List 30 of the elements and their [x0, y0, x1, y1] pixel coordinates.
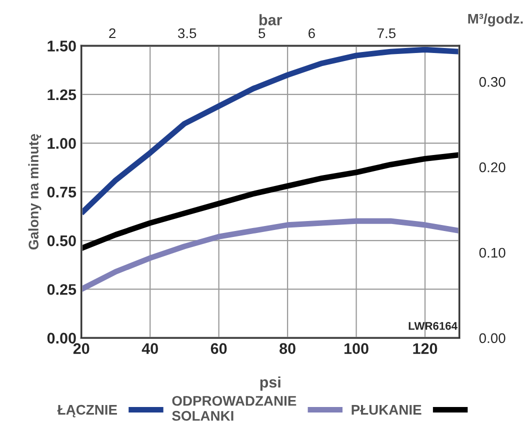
y-tick-label: 0.25: [47, 284, 76, 295]
x-tick-label: 100: [344, 343, 368, 354]
x-tick-label: 80: [280, 343, 296, 354]
legend-label: PŁUKANIE: [352, 405, 422, 415]
y2-axis-title: M³/godz.: [468, 13, 523, 26]
y-tick-label: 0.50: [47, 235, 76, 246]
y2-tick-label: 0.00: [479, 333, 506, 344]
y-tick-label: 1.25: [48, 89, 76, 100]
x-tick-label: 40: [142, 343, 158, 354]
y-axis-title: Galony na minutę: [28, 134, 42, 250]
x2-tick-label: 2: [109, 28, 116, 38]
x2-tick-label: 7.5: [378, 28, 396, 38]
x-tick-label: 60: [210, 343, 227, 354]
x2-axis-title: bar: [259, 14, 282, 26]
annotation: LWR6164: [408, 322, 458, 330]
x-tick-label: 120: [413, 343, 438, 354]
y-tick-label: 1.00: [48, 138, 76, 149]
x-tick-label: 20: [73, 343, 90, 354]
legend-label: ODPROWADZANIE SOLANKI: [172, 396, 296, 421]
y2-tick-label: 0.20: [479, 162, 506, 172]
y2-tick-label: 0.10: [479, 248, 506, 258]
legend-label: ŁĄCZNIE: [57, 404, 117, 418]
y2-tick-label: 0.30: [479, 76, 506, 87]
x2-tick-label: 6: [308, 28, 315, 38]
y-tick-label: 0.00: [47, 332, 76, 344]
x2-tick-label: 3.5: [178, 28, 196, 38]
y-tick-label: 0.75: [47, 186, 76, 198]
x-axis-title: psi: [260, 376, 280, 391]
x2-tick-label: 5: [258, 28, 266, 38]
y-tick-label: 1.50: [48, 40, 76, 52]
